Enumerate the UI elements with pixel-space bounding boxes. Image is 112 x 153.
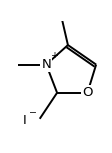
Text: O: O (82, 86, 93, 99)
Text: N: N (41, 58, 51, 71)
Text: +: + (51, 51, 59, 60)
Text: −: − (29, 108, 37, 117)
Text: I: I (23, 114, 26, 127)
